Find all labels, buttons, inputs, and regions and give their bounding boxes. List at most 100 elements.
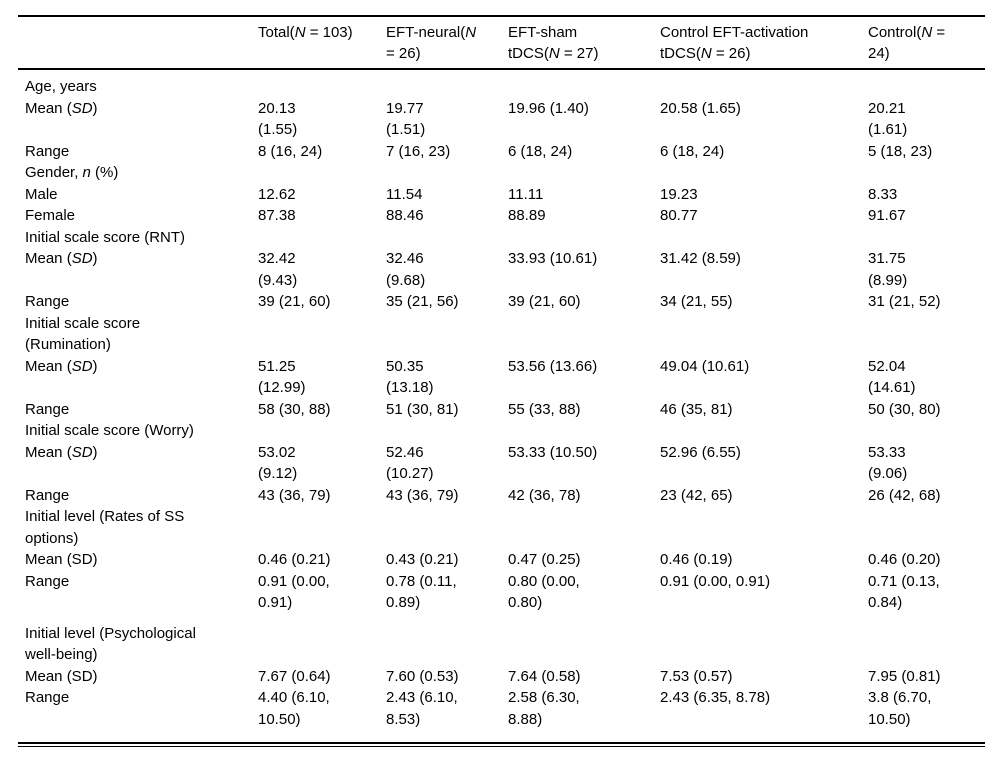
table-cell: 0.71 (0.13, 0.84)	[868, 572, 940, 612]
row-label: Mean (SD)	[25, 443, 98, 461]
table-row: Female 87.38 88.46 88.89 80.77 91.67	[18, 205, 985, 227]
row-label: Initial level (Psychological well-being)	[25, 624, 196, 664]
table-row: Range 8 (16, 24) 7 (16, 23) 6 (18, 24) 6 (18…	[18, 141, 985, 163]
table-cell	[386, 614, 508, 666]
table-cell: 35 (21, 56)	[386, 293, 459, 310]
column-header-2: EFT-neural(N = 26)	[386, 16, 508, 70]
table-cell	[386, 313, 508, 356]
table-cell	[660, 162, 868, 184]
table-row: Initial scale score (RNT)	[18, 227, 985, 249]
table-row: Initial level (Rates of SS options)	[18, 506, 985, 549]
table-cell: 7.64 (0.58)	[508, 667, 581, 685]
column-header-1: Total(N = 103)	[258, 16, 386, 70]
table-row: Mean (SD) 32.42 (9.43) 32.46 (9.68) 33.93 (…	[18, 248, 985, 291]
row-label: Range	[25, 689, 70, 706]
row-label: Gender, n (%)	[25, 164, 119, 181]
table-row: Range 58 (30, 88) 51 (30, 81) 55 (33, 88) 46…	[18, 399, 985, 421]
row-label: Initial scale score (Worry)	[25, 422, 194, 439]
table-cell: 52.96 (6.55)	[660, 443, 741, 461]
table-cell: 43 (36, 79)	[258, 486, 331, 504]
row-label: Age, years	[25, 78, 97, 95]
row-label: Initial scale score (RNT)	[25, 228, 186, 246]
table-cell: 23 (42, 65)	[660, 486, 733, 504]
table-cell: 53.56 (13.66)	[508, 357, 598, 375]
baseline-characteristics-table: Total(N = 103) EFT-neural(N = 26) EFT-sham…	[18, 15, 985, 747]
table-cell	[386, 227, 508, 249]
table-cell	[868, 506, 985, 549]
table-cell	[508, 614, 660, 666]
table-cell: 0.91 (0.00, 0.91)	[258, 572, 330, 612]
table-cell: 52.04 (14.61)	[868, 357, 916, 397]
table-cell: 42 (36, 78)	[508, 486, 581, 504]
table-cell: 49.04 (10.61)	[660, 357, 750, 375]
table-cell: 50 (30, 80)	[868, 400, 941, 418]
table-cell: 11.11	[508, 185, 544, 203]
table-cell: 7.95 (0.81)	[868, 667, 941, 685]
table-cell: 26 (42, 68)	[868, 486, 941, 504]
table-row: Mean (SD) 51.25 (12.99) 50.35 (13.18) 53.56…	[18, 356, 985, 399]
table-cell	[258, 420, 386, 442]
table-cell: 6 (18, 24)	[660, 142, 725, 160]
table-row: Initial scale score (Rumination)	[18, 313, 985, 356]
table-cell: 32.42 (9.43)	[258, 250, 298, 289]
row-label: Mean (SD)	[25, 667, 98, 685]
table-cell: 12.62	[258, 185, 296, 203]
table-cell: 53.33 (10.50)	[508, 443, 598, 461]
table-cell: 39 (21, 60)	[508, 293, 581, 310]
table-cell: 3.8 (6.70, 10.50)	[868, 689, 932, 728]
table-cell: 31.42 (8.59)	[660, 250, 741, 267]
table-cell: 53.33 (9.06)	[868, 443, 908, 483]
table-cell	[868, 227, 985, 249]
row-label: Range	[25, 142, 70, 160]
table-cell: 88.89	[508, 207, 546, 224]
table-cell: 0.46 (0.20)	[868, 551, 941, 568]
table-cell	[508, 313, 660, 356]
table-cell: 52.46 (10.27)	[386, 443, 434, 483]
table-row: Range 43 (36, 79) 43 (36, 79) 42 (36, 78) 23…	[18, 485, 985, 507]
table-cell: 11.54	[386, 185, 423, 203]
table-cell	[660, 227, 868, 249]
row-label: Range	[25, 293, 70, 310]
table-cell: 58 (30, 88)	[258, 400, 331, 418]
table-cell	[258, 506, 386, 549]
table-cell: 6 (18, 24)	[508, 142, 573, 160]
table-cell: 7.60 (0.53)	[386, 667, 459, 685]
row-label: Range	[25, 572, 70, 590]
column-header-0	[18, 16, 258, 70]
row-label: Initial scale score (Rumination)	[25, 314, 141, 354]
table-cell: 0.80 (0.00, 0.80)	[508, 572, 580, 612]
row-label: Mean (SD)	[25, 551, 98, 568]
table-cell	[258, 162, 386, 184]
table-cell: 43 (36, 79)	[386, 486, 459, 504]
column-header-3: EFT-sham tDCS(N = 27)	[508, 16, 660, 70]
table-cell	[868, 69, 985, 98]
row-label: Range	[25, 400, 70, 418]
table-cell: 32.46 (9.68)	[386, 250, 426, 289]
table-cell	[660, 420, 868, 442]
table-row: Mean (SD) 53.02 (9.12) 52.46 (10.27) 53.33 …	[18, 442, 985, 485]
table-cell: 0.47 (0.25)	[508, 551, 581, 568]
table-row: Initial level (Psychological well-being)	[18, 614, 985, 666]
table-row: Range 0.91 (0.00, 0.91) 0.78 (0.11, 0.89) 0…	[18, 571, 985, 614]
table-cell: 20.13 (1.55)	[258, 99, 298, 139]
table-cell: 0.46 (0.19)	[660, 551, 733, 568]
row-label: Mean (SD)	[25, 99, 98, 117]
table-cell: 50.35 (13.18)	[386, 357, 434, 397]
table-row: Initial scale score (Worry)	[18, 420, 985, 442]
table-cell: 7.53 (0.57)	[660, 667, 733, 685]
table-cell: 5 (18, 23)	[868, 142, 933, 160]
table-cell: 2.58 (6.30, 8.88)	[508, 689, 580, 728]
column-header-5: Control(N = 24)	[868, 16, 985, 70]
data-table: Total(N = 103) EFT-neural(N = 26) EFT-sham…	[18, 15, 985, 744]
table-cell	[660, 506, 868, 549]
table-cell: 46 (35, 81)	[660, 400, 733, 418]
table-cell	[386, 162, 508, 184]
table-cell: 8 (16, 24)	[258, 142, 323, 160]
table-row: Range 4.40 (6.10, 10.50) 2.43 (6.10, 8.53)…	[18, 687, 985, 743]
table-cell	[660, 614, 868, 666]
table-cell: 4.40 (6.10, 10.50)	[258, 689, 330, 728]
header-row: Total(N = 103) EFT-neural(N = 26) EFT-sham…	[18, 16, 985, 70]
table-cell	[508, 420, 660, 442]
table-cell: 31.75 (8.99)	[868, 250, 908, 289]
table-cell	[386, 420, 508, 442]
